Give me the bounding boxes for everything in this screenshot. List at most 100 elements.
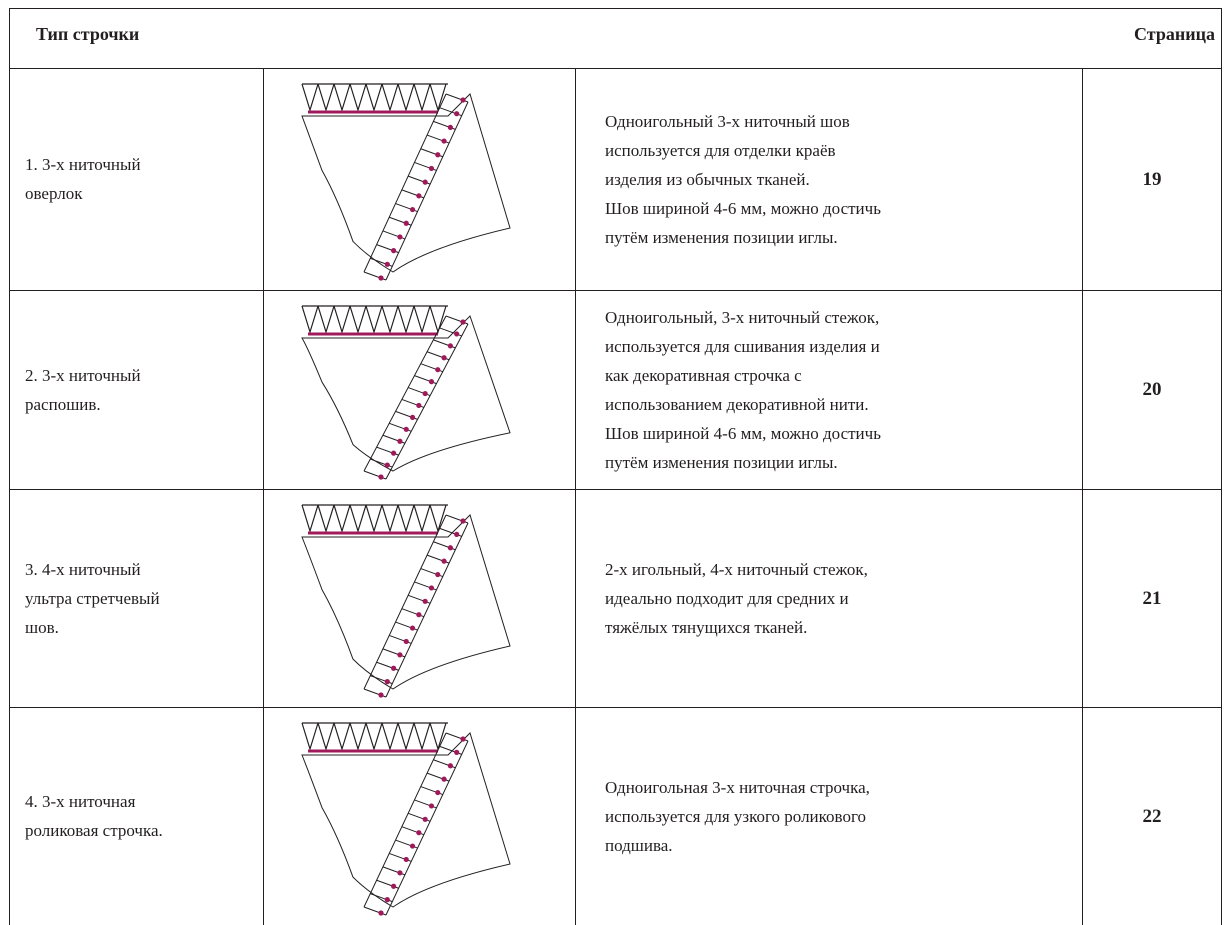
stitch-drawing — [363, 732, 447, 908]
description-line: Одноигольная 3-х ниточная строчка, — [605, 777, 870, 797]
page-number: 20 — [1082, 290, 1222, 489]
header-page: Страница — [1134, 24, 1215, 44]
page-number: 21 — [1082, 489, 1222, 707]
stitch-drawing — [385, 323, 469, 480]
border — [1221, 8, 1222, 925]
stitch-drawing — [460, 97, 466, 103]
stitch-drawing — [378, 692, 384, 698]
row-border — [9, 290, 1222, 291]
stitch-drawing — [416, 402, 422, 409]
description-line: 2-х игольный, 4-х ниточный стежок, — [605, 559, 868, 579]
stitch-drawing — [333, 722, 351, 752]
stitch-drawing — [429, 83, 447, 113]
stitch-drawing — [416, 830, 422, 836]
name-line: распошив. — [25, 394, 101, 414]
stitch-drawing — [441, 558, 447, 564]
stitch-drawing — [454, 331, 460, 337]
description-line: используется для узкого роликового — [605, 806, 867, 826]
stitch-drawing — [428, 165, 435, 172]
stitch-drawing — [397, 83, 415, 113]
stitch-drawing — [384, 897, 390, 903]
stitch-drawing — [349, 83, 367, 113]
stitch-drawing — [447, 545, 453, 551]
stitch-drawing — [317, 722, 335, 752]
stitch-drawing — [447, 343, 453, 349]
stitch-drawing — [391, 665, 397, 671]
stitch-drawing — [413, 504, 431, 534]
name-line: 2. 3-х ниточный — [25, 365, 141, 385]
stitch-drawing — [381, 722, 399, 752]
stitch-drawing — [333, 305, 351, 335]
stitch-drawing — [385, 740, 469, 916]
stitch-drawing — [409, 414, 416, 420]
stitch-drawing — [365, 305, 383, 335]
stitch-drawing — [385, 522, 469, 698]
description-line: используется для отделки краёв — [605, 140, 836, 160]
stitch-drawing — [301, 83, 319, 113]
stitch-drawing — [413, 83, 431, 113]
description-line: идеально подходит для средних и — [605, 588, 849, 608]
stitch-drawing — [365, 504, 383, 534]
stitch-drawing — [301, 93, 511, 273]
stitch-drawing — [301, 732, 511, 908]
stitch-drawing — [301, 504, 319, 534]
page-number: 19 — [1082, 68, 1222, 290]
stitch-drawing — [413, 305, 431, 335]
description-line: используется для сшивания изделия и — [605, 336, 880, 356]
page-number-text: 22 — [1142, 805, 1162, 827]
stitch-drawing — [422, 390, 428, 397]
stitch-drawing — [454, 749, 460, 755]
stitch-drawing — [381, 305, 399, 335]
name-line: 3. 4-х ниточный — [25, 559, 141, 579]
page-number: 22 — [1082, 707, 1222, 925]
stitch-drawing — [409, 206, 416, 213]
stitch-drawing — [428, 803, 435, 809]
stitch-drawing — [301, 722, 319, 752]
page-number-text: 20 — [1142, 379, 1162, 400]
description-line: Одноигольный 3-х ниточный шов — [605, 111, 850, 131]
row-border — [9, 707, 1222, 708]
stitch-drawing — [381, 504, 399, 534]
stitch-drawing — [378, 910, 384, 916]
stitch-drawing — [349, 305, 367, 335]
stitch-drawing — [435, 571, 441, 578]
name-line: оверлок — [25, 184, 83, 203]
stitch-name: 1. 3-х ниточный оверлок — [25, 68, 255, 290]
stitch-drawing — [384, 679, 390, 685]
stitch-drawing — [454, 531, 460, 537]
page-number-text: 21 — [1142, 587, 1162, 609]
page-number-text: 19 — [1142, 168, 1162, 190]
stitch-drawing — [397, 652, 403, 658]
stitch-drawing — [384, 261, 390, 267]
stitch-drawing — [409, 843, 416, 849]
description-line: тяжёлых тянущихся тканей. — [605, 617, 808, 637]
stitch-drawing — [441, 776, 447, 782]
stitch-drawing — [429, 504, 447, 534]
stitch-drawing — [435, 789, 441, 796]
description-line: путём изменения позиции иглы. — [605, 452, 838, 472]
description-line: Одноигольный, 3-х ниточный стежок, — [605, 307, 880, 327]
stitch-drawing — [317, 504, 335, 534]
row-border — [9, 68, 1222, 69]
description-line: путём изменения позиции иглы. — [605, 227, 838, 247]
stitch-description: 2-х игольный, 4-х ниточный стежок, идеаль… — [605, 489, 1065, 707]
stitch-description: Одноигольный 3-х ниточный шов используетс… — [605, 68, 1065, 290]
stitch-drawing — [447, 124, 453, 130]
stitch-drawing — [365, 722, 383, 752]
stitch-drawing — [363, 315, 447, 472]
stitch-drawing — [397, 504, 415, 534]
stitch-drawing — [441, 138, 447, 144]
stitch-drawing — [363, 514, 447, 690]
name-line: роликовая строчка. — [25, 821, 163, 840]
stitch-drawing — [441, 355, 447, 361]
stitch-drawing — [422, 816, 428, 822]
description-line: использованием декоративной нити. — [605, 394, 869, 414]
name-line: шов. — [25, 617, 59, 637]
stitch-drawing — [454, 111, 460, 117]
stitch-drawing — [385, 101, 469, 281]
stitch-drawing — [403, 856, 409, 863]
description-line: изделия из обычных тканей. — [605, 169, 810, 189]
stitch-drawing — [428, 379, 435, 385]
